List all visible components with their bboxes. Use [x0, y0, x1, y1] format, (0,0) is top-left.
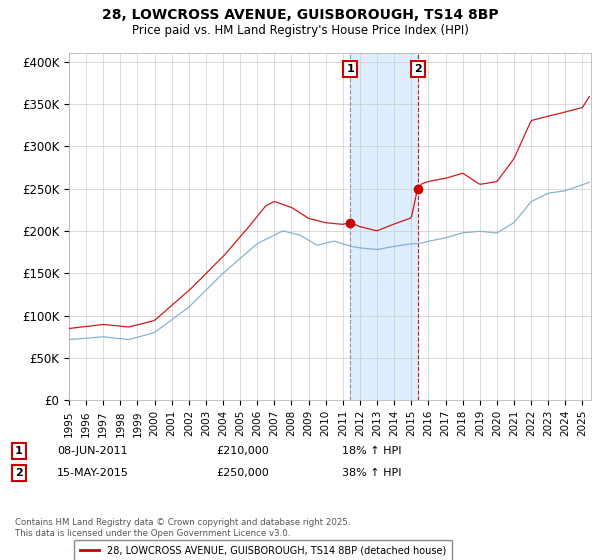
Text: 2: 2	[15, 468, 23, 478]
Text: 15-MAY-2015: 15-MAY-2015	[57, 468, 129, 478]
Text: 38% ↑ HPI: 38% ↑ HPI	[342, 468, 401, 478]
Text: 1: 1	[15, 446, 23, 456]
Text: 2: 2	[414, 64, 422, 73]
Text: 08-JUN-2011: 08-JUN-2011	[57, 446, 128, 456]
Text: 18% ↑ HPI: 18% ↑ HPI	[342, 446, 401, 456]
Text: Contains HM Land Registry data © Crown copyright and database right 2025.
This d: Contains HM Land Registry data © Crown c…	[15, 518, 350, 538]
Legend: 28, LOWCROSS AVENUE, GUISBOROUGH, TS14 8BP (detached house), HPI: Average price,: 28, LOWCROSS AVENUE, GUISBOROUGH, TS14 8…	[74, 539, 452, 560]
Bar	[350, 53, 418, 400]
Text: £250,000: £250,000	[216, 468, 269, 478]
Text: 1: 1	[346, 64, 354, 73]
Text: 28, LOWCROSS AVENUE, GUISBOROUGH, TS14 8BP: 28, LOWCROSS AVENUE, GUISBOROUGH, TS14 8…	[101, 8, 499, 22]
Text: £210,000: £210,000	[216, 446, 269, 456]
Text: Price paid vs. HM Land Registry's House Price Index (HPI): Price paid vs. HM Land Registry's House …	[131, 24, 469, 36]
